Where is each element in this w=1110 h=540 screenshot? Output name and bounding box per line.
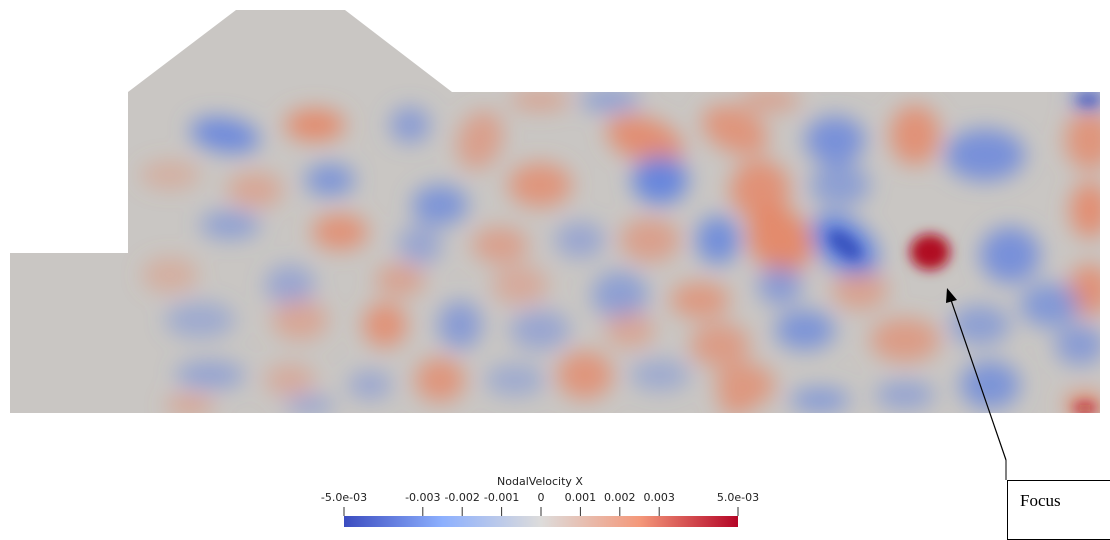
field-blob — [285, 109, 345, 141]
domain — [10, 10, 1100, 413]
field-blob — [285, 397, 335, 413]
field-blob — [790, 388, 850, 412]
field-blob — [363, 303, 407, 347]
field-blob — [1065, 110, 1100, 170]
colorbar-title: NodalVelocity X — [497, 475, 583, 488]
field-blob — [175, 361, 245, 389]
field-peak — [828, 230, 862, 260]
field-blob — [740, 88, 800, 112]
field-blob — [696, 216, 740, 264]
field-blob — [945, 129, 1025, 181]
field-blob — [438, 301, 482, 349]
field-blob — [272, 300, 328, 340]
field-blob — [492, 265, 548, 305]
field-blob — [555, 222, 605, 258]
field-blob — [606, 115, 684, 165]
field-blob — [508, 163, 572, 207]
domain-shape — [10, 10, 1100, 413]
field-blob — [415, 358, 465, 402]
field-blob — [701, 105, 769, 155]
field-blob — [190, 117, 260, 153]
colorbar-tick-label: -5.0e-03 — [320, 491, 368, 504]
field-blob — [265, 265, 315, 305]
field-blob — [580, 88, 640, 112]
colorbar-tick-label: 0.001 — [564, 491, 597, 504]
field-blob — [456, 110, 504, 170]
field-blob — [832, 270, 888, 310]
focus-label: Focus — [1020, 491, 1061, 510]
velocity-field-peaks — [828, 94, 1100, 413]
colorbar-tick-label: -0.002 — [444, 491, 480, 504]
field-blob — [730, 160, 790, 220]
field-blob — [758, 265, 802, 305]
colorbar-tick-label: -0.003 — [405, 491, 441, 504]
colorbar-tick-label: -0.001 — [483, 491, 520, 504]
field-blob — [630, 359, 690, 391]
field-blob — [810, 163, 870, 207]
field-blob — [620, 218, 680, 262]
field-blob — [510, 90, 570, 110]
field-blob — [140, 161, 200, 189]
velocity-field-plot — [10, 10, 1100, 527]
field-blob — [200, 211, 260, 239]
field-blob — [398, 225, 442, 265]
focus-arrow — [946, 288, 1007, 480]
field-blob — [875, 381, 935, 409]
velocity-field-blobs — [140, 88, 1100, 413]
field-blob — [775, 310, 835, 350]
field-blob — [890, 105, 940, 165]
field-blob — [312, 214, 368, 250]
field-blob — [980, 227, 1040, 283]
field-blob — [632, 156, 688, 204]
field-blob — [305, 164, 355, 196]
field-blob — [805, 116, 865, 164]
field-blob — [265, 364, 315, 396]
field-blob — [165, 397, 215, 413]
field-blob — [870, 318, 940, 362]
field-blob — [510, 310, 570, 350]
colorbar-ticks — [343, 507, 739, 516]
field-blob — [390, 107, 430, 143]
field-blob — [592, 271, 648, 319]
field-blob — [485, 364, 545, 396]
field-blob — [1070, 182, 1100, 238]
field-blob — [747, 207, 813, 273]
field-blob — [375, 264, 425, 296]
field-blob — [557, 351, 613, 399]
colorbar-tick-label: 5.0e-03 — [716, 491, 760, 504]
field-blob — [717, 402, 753, 413]
field-blob — [142, 257, 198, 293]
field-blob — [472, 227, 528, 263]
field-blob — [412, 185, 468, 225]
field-peak — [910, 234, 950, 270]
field-blob — [227, 172, 283, 208]
colorbar-tick-label: 0.002 — [604, 491, 636, 504]
field-blob — [690, 323, 750, 367]
field-blob — [1055, 325, 1100, 365]
field-blob — [605, 312, 655, 348]
field-blob — [1020, 283, 1080, 327]
colorbar-gradient — [344, 516, 738, 527]
field-blob — [348, 371, 392, 399]
field-blob — [950, 305, 1010, 345]
field-blob — [165, 302, 235, 338]
field-peak — [1073, 403, 1097, 413]
field-blob — [715, 363, 775, 407]
field-blob — [670, 282, 730, 318]
field-peak — [1076, 94, 1100, 106]
colorbar — [343, 507, 739, 527]
colorbar-tick-label: 0.003 — [643, 491, 675, 504]
field-blob — [960, 361, 1020, 409]
colorbar-tick-label: 0 — [537, 491, 545, 504]
